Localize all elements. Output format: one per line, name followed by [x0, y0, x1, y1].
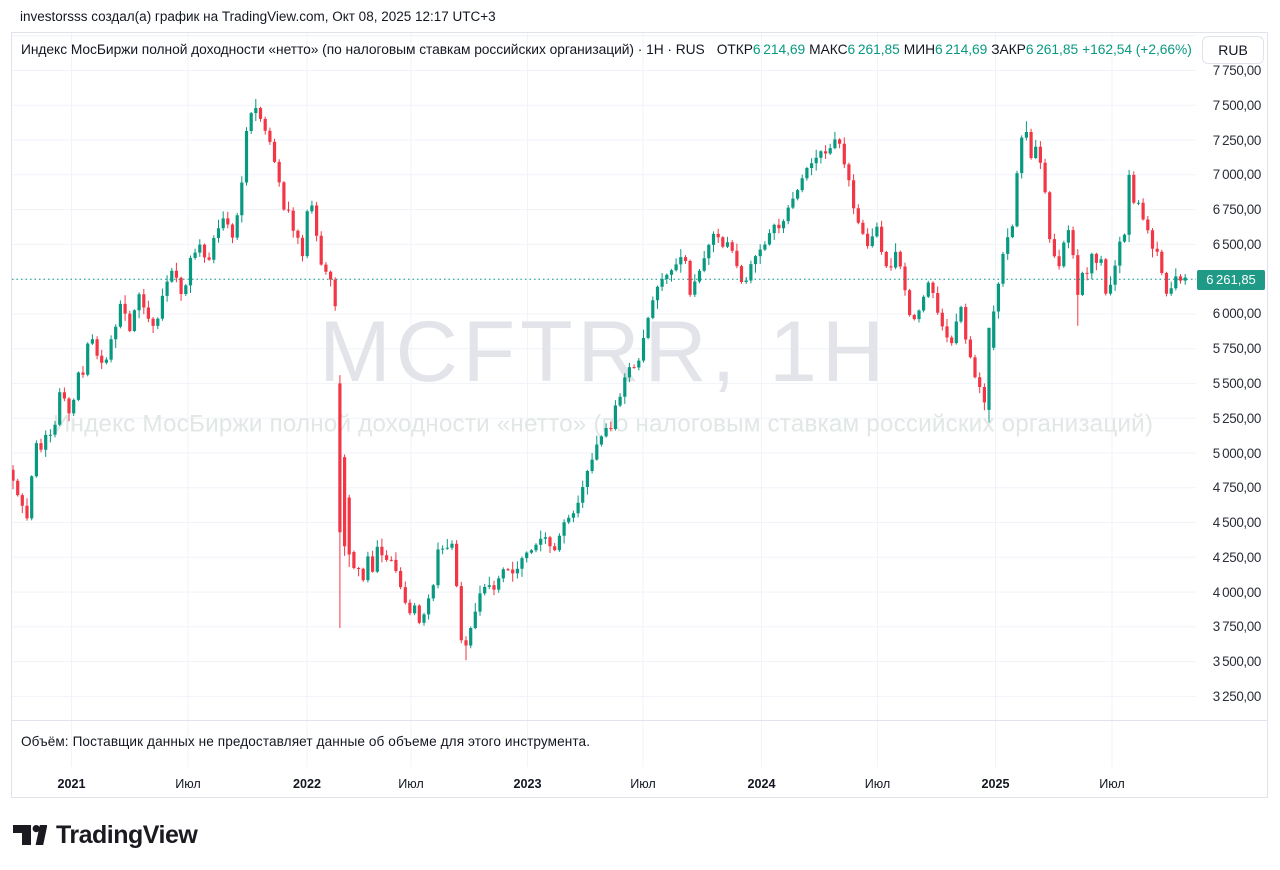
- svg-text:Индекс МосБиржи полной доходно: Индекс МосБиржи полной доходности «нетто…: [53, 411, 1153, 438]
- svg-text:MCFTRR, 1H: MCFTRR, 1H: [319, 304, 889, 400]
